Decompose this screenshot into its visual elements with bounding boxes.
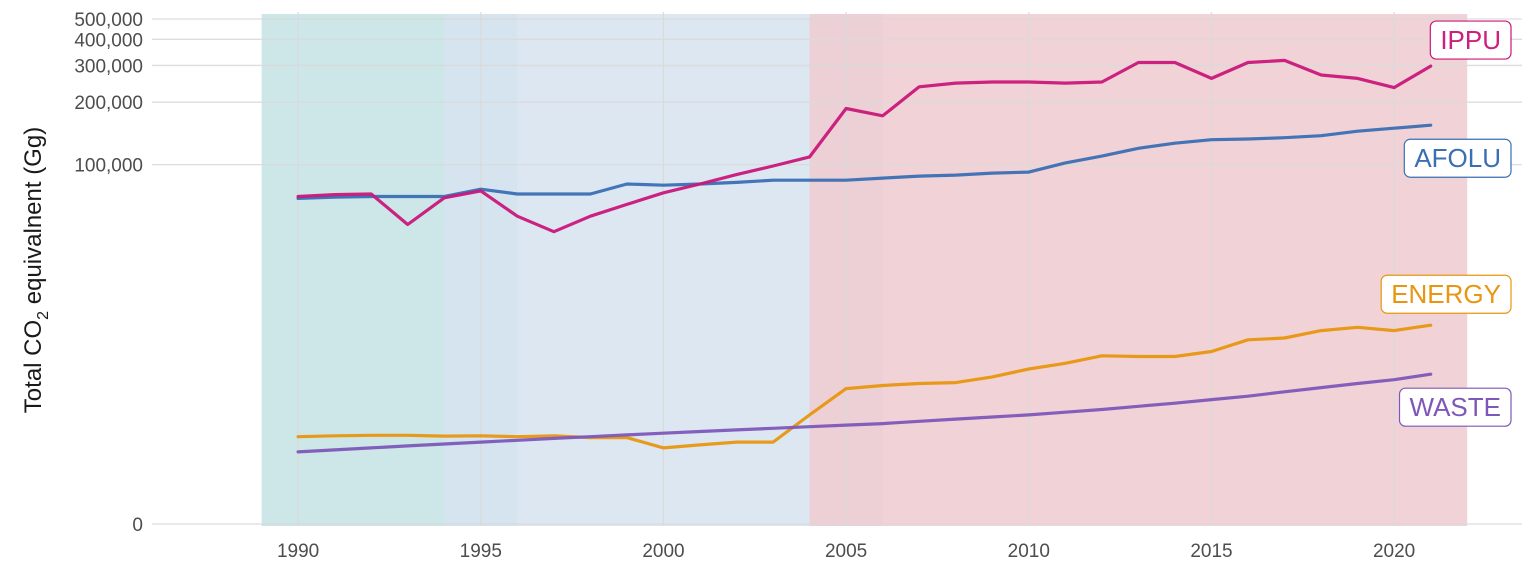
x-tick-label-1995: 1995 <box>460 541 502 562</box>
series-line-ippu <box>296 58 1433 234</box>
y-tick-label-100,000: 100,000 <box>74 156 143 177</box>
series-label-box <box>1403 138 1512 178</box>
x-tick-label-1990: 1990 <box>277 541 319 562</box>
series-label-waste: WASTE <box>1398 387 1512 427</box>
y-tick-label-0: 0 <box>132 515 143 536</box>
series-line-afolu <box>296 123 1433 200</box>
period-bands <box>261 14 1468 526</box>
series-label-ippu: IPPU <box>1429 20 1512 60</box>
series-label-text: WASTE <box>1410 392 1501 422</box>
y-tick-label-400,000: 400,000 <box>74 30 143 51</box>
series-lines <box>296 58 1433 454</box>
series-line-energy <box>296 323 1433 450</box>
series-label-text: AFOLU <box>1414 143 1501 173</box>
x-tick-label-2020: 2020 <box>1373 541 1415 562</box>
x-tick-label-2000: 2000 <box>642 541 684 562</box>
series-label-text: IPPU <box>1440 25 1501 55</box>
y-tick-label-500,000: 500,000 <box>74 10 143 31</box>
series-label-box <box>1429 20 1512 60</box>
series-label-box <box>1398 387 1512 427</box>
series-label-afolu: AFOLU <box>1403 138 1512 178</box>
series-label-text: ENERGY <box>1391 279 1501 309</box>
x-tick-label-2005: 2005 <box>825 541 867 562</box>
x-tick-label-2010: 2010 <box>1008 541 1050 562</box>
series-label-box <box>1380 274 1512 314</box>
x-axis-ticks: 1990 1995 2000 2005 2010 2015 2020 <box>277 541 1415 562</box>
y-tick-label-300,000: 300,000 <box>74 56 143 77</box>
y-axis-title: Total CO2 equivalnent (Gg) <box>20 127 52 413</box>
x-tick-label-2015: 2015 <box>1190 541 1232 562</box>
series-label-energy: ENERGY <box>1380 274 1512 314</box>
y-tick-label-200,000: 200,000 <box>74 93 143 114</box>
series-line-waste <box>296 372 1433 454</box>
period-band-3 <box>809 14 1468 526</box>
series-labels: AFOLU IPPU ENERGY WASTE <box>1380 20 1512 427</box>
